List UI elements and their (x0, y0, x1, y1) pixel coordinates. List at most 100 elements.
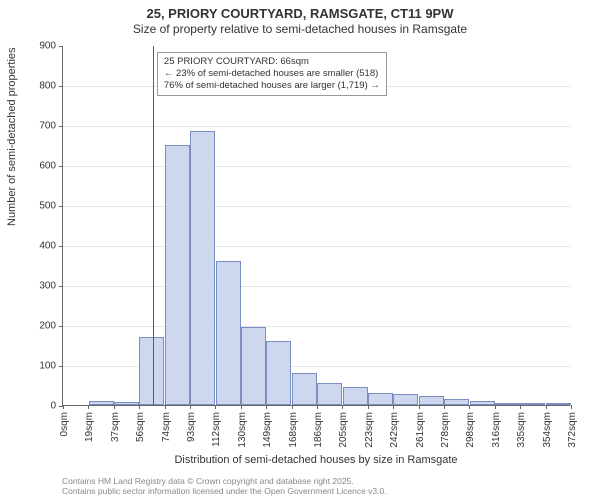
histogram-bar (419, 396, 444, 405)
xtick-label: 186sqm (313, 412, 324, 448)
ytick-mark (59, 366, 63, 367)
chart-container: 25, PRIORY COURTYARD, RAMSGATE, CT11 9PW… (0, 0, 600, 500)
xtick-mark (139, 405, 140, 409)
ytick-mark (59, 286, 63, 287)
xtick-mark (520, 405, 521, 409)
y-axis-label: Number of semi-detached properties (6, 47, 18, 226)
ytick-mark (59, 126, 63, 127)
xtick-mark (342, 405, 343, 409)
ytick-label: 100 (39, 361, 56, 372)
histogram-bar (343, 387, 368, 405)
xtick-mark (419, 405, 420, 409)
gridline (63, 126, 571, 127)
xtick-mark (292, 405, 293, 409)
xtick-mark (215, 405, 216, 409)
title-sub: Size of property relative to semi-detach… (0, 22, 600, 36)
ytick-label: 600 (39, 161, 56, 172)
histogram-bar (89, 401, 114, 405)
histogram-bar (216, 261, 241, 405)
histogram-bar (114, 402, 139, 405)
xtick-mark (88, 405, 89, 409)
xtick-label: 278sqm (440, 412, 451, 448)
xtick-mark (571, 405, 572, 409)
footer-line-1: Contains HM Land Registry data © Crown c… (62, 476, 387, 486)
xtick-mark (469, 405, 470, 409)
xtick-label: 37sqm (110, 412, 121, 442)
ytick-label: 900 (39, 41, 56, 52)
xtick-label: 242sqm (389, 412, 400, 448)
gridline (63, 286, 571, 287)
ytick-mark (59, 326, 63, 327)
histogram-bar (546, 403, 571, 405)
ytick-mark (59, 86, 63, 87)
footer-attribution: Contains HM Land Registry data © Crown c… (62, 476, 387, 496)
ytick-mark (59, 166, 63, 167)
histogram-bar (495, 403, 520, 405)
ytick-label: 200 (39, 321, 56, 332)
xtick-label: 372sqm (567, 412, 578, 448)
xtick-label: 112sqm (211, 412, 222, 447)
xtick-label: 149sqm (262, 412, 273, 448)
ytick-label: 400 (39, 241, 56, 252)
histogram-bar (139, 337, 164, 405)
xtick-mark (241, 405, 242, 409)
callout-line-2: ← 23% of semi-detached houses are smalle… (164, 68, 380, 80)
gridline (63, 246, 571, 247)
ytick-mark (59, 46, 63, 47)
histogram-bar (241, 327, 266, 405)
callout-line-1: 25 PRIORY COURTYARD: 66sqm (164, 56, 380, 68)
title-block: 25, PRIORY COURTYARD, RAMSGATE, CT11 9PW… (0, 0, 600, 36)
xtick-mark (317, 405, 318, 409)
gridline (63, 326, 571, 327)
histogram-bar (393, 394, 418, 405)
xtick-mark (393, 405, 394, 409)
xtick-mark (165, 405, 166, 409)
xtick-label: 168sqm (288, 412, 299, 448)
xtick-mark (495, 405, 496, 409)
property-marker-line (153, 46, 154, 405)
callout-line-3: 76% of semi-detached houses are larger (… (164, 80, 380, 92)
title-main: 25, PRIORY COURTYARD, RAMSGATE, CT11 9PW (0, 6, 600, 21)
xtick-label: 93sqm (186, 412, 197, 442)
xtick-mark (546, 405, 547, 409)
gridline (63, 166, 571, 167)
xtick-label: 56sqm (135, 412, 146, 442)
gridline (63, 206, 571, 207)
ytick-mark (59, 206, 63, 207)
xtick-label: 74sqm (161, 412, 172, 442)
xtick-label: 316sqm (491, 412, 502, 448)
histogram-bar (266, 341, 291, 405)
xtick-label: 19sqm (84, 412, 95, 442)
histogram-bar (292, 373, 317, 405)
ytick-label: 500 (39, 201, 56, 212)
xtick-label: 223sqm (364, 412, 375, 448)
xtick-mark (190, 405, 191, 409)
ytick-label: 800 (39, 81, 56, 92)
x-axis-label: Distribution of semi-detached houses by … (62, 454, 570, 466)
xtick-mark (444, 405, 445, 409)
callout-box: 25 PRIORY COURTYARD: 66sqm← 23% of semi-… (157, 52, 387, 96)
histogram-bar (470, 401, 495, 405)
ytick-label: 0 (50, 401, 56, 412)
xtick-label: 130sqm (237, 412, 248, 448)
xtick-mark (266, 405, 267, 409)
plot-region: 25 PRIORY COURTYARD: 66sqm← 23% of semi-… (62, 46, 570, 406)
ytick-label: 700 (39, 121, 56, 132)
xtick-label: 354sqm (542, 412, 553, 448)
histogram-bar (520, 403, 545, 405)
histogram-bar (317, 383, 342, 405)
ytick-mark (59, 246, 63, 247)
ytick-label: 300 (39, 281, 56, 292)
xtick-label: 0sqm (59, 412, 70, 436)
xtick-label: 298sqm (465, 412, 476, 448)
chart-area: 25 PRIORY COURTYARD: 66sqm← 23% of semi-… (62, 46, 570, 406)
xtick-mark (368, 405, 369, 409)
xtick-label: 261sqm (415, 412, 426, 448)
xtick-mark (63, 405, 64, 409)
histogram-bar (165, 145, 190, 405)
xtick-label: 205sqm (338, 412, 349, 448)
histogram-bar (190, 131, 215, 405)
histogram-bar (444, 399, 469, 405)
xtick-mark (114, 405, 115, 409)
footer-line-2: Contains public sector information licen… (62, 486, 387, 496)
